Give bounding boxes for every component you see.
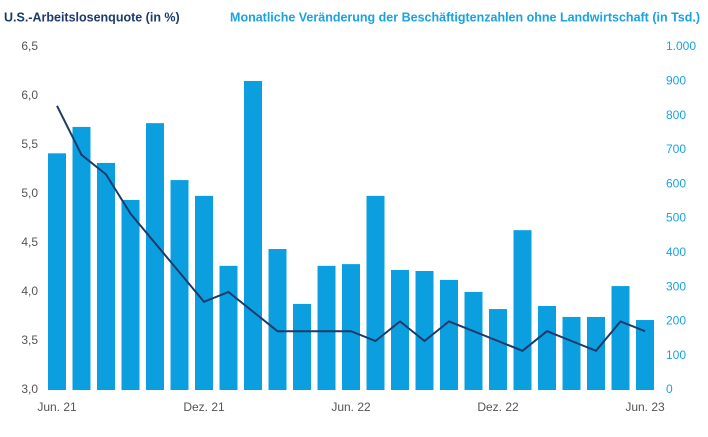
bar xyxy=(415,270,434,390)
bar xyxy=(317,265,336,390)
left-axis-title: U.S.-Arbeitslosenquote (in %) xyxy=(4,10,180,24)
x-tick-label: Jun. 23 xyxy=(625,400,665,414)
bar xyxy=(268,249,287,390)
bar xyxy=(366,195,385,390)
bar xyxy=(48,153,66,390)
y-tick-label: 6,5 xyxy=(21,39,38,53)
y-tick-label: 6,0 xyxy=(21,88,38,102)
y-tick-label: 5,5 xyxy=(21,137,38,151)
y2-tick-label: 200 xyxy=(666,314,686,328)
bar xyxy=(587,316,605,390)
bar xyxy=(170,180,189,390)
right-axis-title: Monatliche Veränderung der Beschäftigten… xyxy=(230,10,700,24)
bar xyxy=(121,199,140,390)
bar xyxy=(195,195,213,390)
bar xyxy=(342,264,360,390)
y2-tick-label: 0 xyxy=(666,382,673,396)
y2-tick-label: 800 xyxy=(666,108,686,122)
bar xyxy=(72,126,91,390)
bar xyxy=(538,305,556,390)
bar xyxy=(391,269,409,390)
y2-tick-label: 300 xyxy=(666,279,686,293)
line xyxy=(56,105,646,352)
bar xyxy=(636,320,654,390)
x-tick-label: Dez. 21 xyxy=(183,400,225,414)
y-tick-label: 3,0 xyxy=(21,382,38,396)
y-tick-label: 4,0 xyxy=(21,284,38,298)
bar xyxy=(513,230,532,390)
y2-tick-label: 100 xyxy=(666,348,686,362)
x-tick-label: Jun. 21 xyxy=(37,400,77,414)
y-tick-label: 3,5 xyxy=(21,333,38,347)
y2-tick-label: 500 xyxy=(666,211,686,225)
bar xyxy=(464,291,483,390)
bar xyxy=(146,123,164,391)
y2-tick-label: 700 xyxy=(666,142,686,156)
bar xyxy=(219,265,238,390)
bar xyxy=(97,162,115,390)
x-tick-label: Jun. 22 xyxy=(331,400,371,414)
y2-tick-label: 600 xyxy=(666,176,686,190)
bar xyxy=(611,286,630,390)
bar xyxy=(489,309,507,390)
y2-tick-label: 400 xyxy=(666,245,686,259)
bar xyxy=(244,80,262,390)
x-tick-label: Dez. 22 xyxy=(477,400,519,414)
bar xyxy=(440,279,458,390)
y-tick-label: 4,5 xyxy=(21,235,38,249)
bar xyxy=(293,303,311,390)
bar xyxy=(562,316,581,390)
y2-tick-label: 1.000 xyxy=(666,39,696,53)
y2-tick-label: 900 xyxy=(666,73,686,87)
y-tick-label: 5,0 xyxy=(21,186,38,200)
